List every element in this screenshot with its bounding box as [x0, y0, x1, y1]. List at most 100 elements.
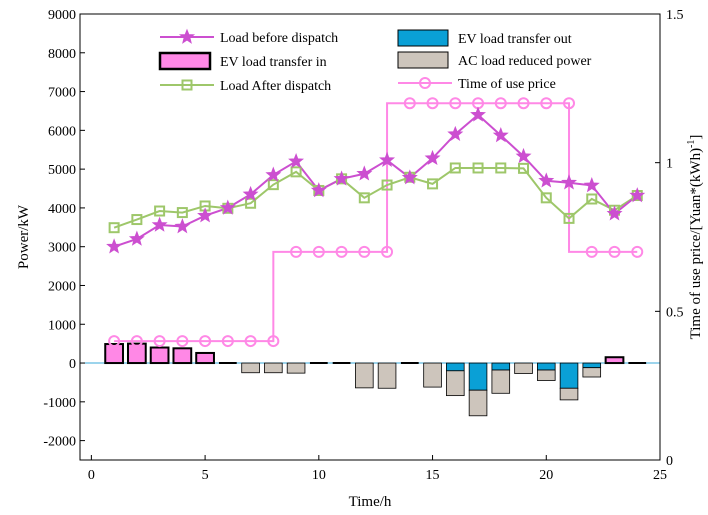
- ac-reduced-power-bar: [559, 387, 579, 401]
- price-marker: [153, 335, 166, 348]
- ac-reduced-power-bar: [514, 362, 533, 374]
- ac-reduced-power-bar: [241, 362, 260, 374]
- y2-tick-label: 1.5: [666, 8, 684, 23]
- load-after-marker: [290, 166, 302, 178]
- price-marker: [517, 97, 530, 110]
- price-marker: [335, 245, 348, 258]
- load-before-marker: [606, 205, 623, 221]
- y-tick-label: 2000: [48, 279, 76, 294]
- x-tick-label: 25: [653, 468, 667, 483]
- y-tick-label: 4000: [48, 202, 76, 217]
- ac-reduced-power-bar: [468, 389, 488, 417]
- price-marker: [403, 97, 416, 110]
- load-after-marker: [154, 205, 166, 217]
- x-tick-label: 15: [426, 468, 440, 483]
- load-before-marker: [333, 170, 350, 186]
- plot-frame: [79, 13, 661, 461]
- ac-reduced-power-bar: [537, 369, 556, 381]
- x-tick-label: 10: [312, 468, 326, 483]
- ac-reduced-power-bar: [264, 362, 283, 374]
- load-before-marker: [128, 230, 145, 246]
- ev-transfer-in-bar: [104, 343, 124, 365]
- x-tick-label: 20: [539, 468, 553, 483]
- price-marker: [563, 97, 576, 110]
- load-before-marker: [470, 106, 487, 122]
- y-tick-label: -1000: [43, 396, 76, 411]
- load-before-marker: [424, 149, 441, 166]
- load-before-marker: [356, 165, 373, 181]
- load-after-marker: [472, 162, 484, 174]
- price-marker: [540, 97, 553, 110]
- price-marker: [426, 97, 439, 110]
- price-marker: [221, 335, 234, 348]
- legend-swatch: [397, 51, 449, 69]
- ac-reduced-power-bar: [491, 369, 511, 394]
- y-tick-label: 7000: [48, 86, 76, 101]
- load-before-marker: [265, 166, 282, 182]
- y-tick-label: 3000: [48, 241, 76, 256]
- y-tick-label: 9000: [48, 8, 76, 23]
- legend-swatch: [397, 29, 449, 47]
- y2-axis-label-main: Time of use price/[Yuan*(kWh): [688, 148, 704, 339]
- load-before-marker: [583, 176, 600, 193]
- load-before-marker: [515, 147, 532, 164]
- load-after-marker: [427, 178, 439, 190]
- load-before-marker: [379, 151, 396, 168]
- load-after-marker: [540, 192, 552, 204]
- ev-transfer-out-bar: [446, 362, 465, 372]
- y2-tick-label: 1: [666, 157, 673, 172]
- price-marker: [358, 245, 371, 258]
- load-before-marker: [288, 153, 305, 169]
- ev-transfer-in-bar: [172, 347, 193, 365]
- ac-reduced-power-bar: [355, 362, 374, 389]
- load-before-marker: [242, 185, 259, 202]
- load-before-marker: [401, 169, 418, 185]
- legend-marker: [181, 79, 193, 91]
- legend-marker: [419, 77, 431, 89]
- legend-label: AC load reduced power: [458, 54, 592, 69]
- load-before-marker: [174, 218, 191, 234]
- price-marker: [381, 245, 394, 258]
- price-marker: [494, 97, 507, 110]
- price-marker: [608, 245, 621, 258]
- load-before-marker: [492, 126, 509, 143]
- x-tick-label: 5: [202, 468, 209, 483]
- ac-reduced-power-bar: [582, 367, 602, 378]
- load-after-marker: [108, 222, 120, 234]
- x-axis-label: Time/h: [349, 494, 392, 510]
- legend-label: Load before dispatch: [220, 31, 338, 46]
- y-tick-label: -2000: [43, 435, 76, 450]
- ev-transfer-out-bar: [582, 362, 602, 369]
- y-tick-label: 0: [69, 357, 76, 372]
- y-tick-label: 5000: [48, 163, 76, 178]
- ev-transfer-in-bar: [604, 356, 625, 365]
- axes-layer: -2000 -1000 0 10 0 0 2000 3000 4000 5000 6000 7000 8…: [43, 8, 683, 483]
- ev-transfer-out-bar: [468, 362, 488, 391]
- price-marker: [267, 335, 280, 348]
- y-tick-label: 6000: [48, 124, 76, 139]
- load-before-marker: [538, 172, 555, 188]
- load-after-marker: [176, 207, 188, 219]
- load-after-marker: [518, 162, 530, 174]
- legend-marker: [178, 28, 196, 44]
- y2-axis-label-end: ]: [688, 135, 704, 140]
- load-before-marker: [561, 174, 578, 190]
- load-before-marker: [106, 238, 123, 254]
- x-tick-label: 0: [88, 468, 95, 483]
- ev-transfer-out-bar: [559, 362, 579, 389]
- price-marker: [312, 245, 325, 258]
- load-before-marker: [197, 207, 214, 223]
- ev-transfer-out-bar: [491, 362, 511, 371]
- price-line: [114, 102, 638, 343]
- y2-tick-label: 0: [666, 454, 673, 469]
- load-after-marker: [495, 162, 507, 174]
- load-before-line: [113, 113, 638, 248]
- y-tick-label: 8000: [48, 47, 76, 62]
- price-marker: [290, 245, 303, 258]
- load-after-marker: [131, 214, 143, 226]
- load-before-marker: [219, 199, 236, 215]
- markers-layer: [106, 97, 646, 348]
- lines-layer: [113, 102, 638, 343]
- price-marker: [631, 245, 644, 258]
- ev-transfer-in-bar: [149, 346, 170, 365]
